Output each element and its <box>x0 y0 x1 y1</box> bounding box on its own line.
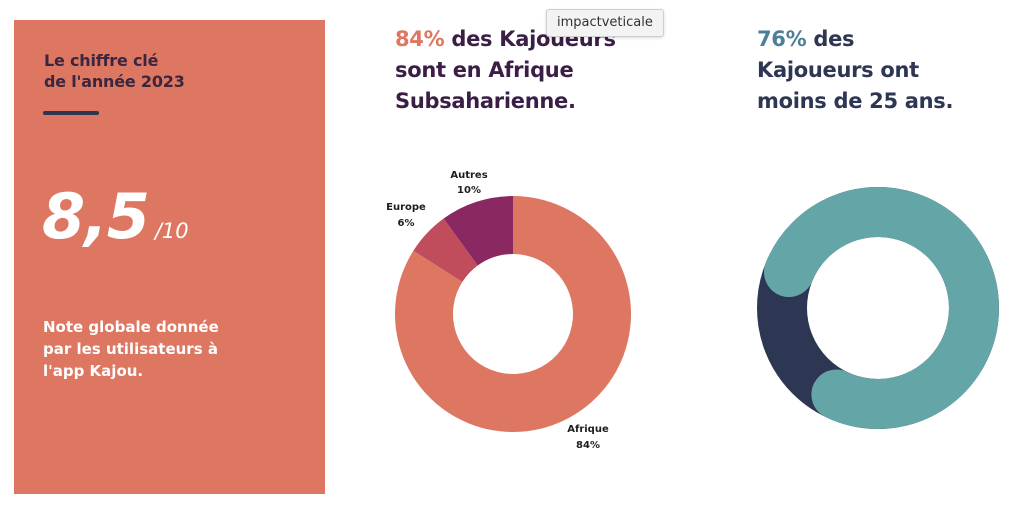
tooltip: impactveticale <box>546 9 664 37</box>
key-figure-title-line1: Le chiffre clé <box>44 51 159 70</box>
slice-autres <box>443 196 513 266</box>
age-headline-pct: 76% <box>757 27 807 51</box>
score-value: 8,5 <box>42 180 150 253</box>
slice-label-europe: Europe <box>386 202 426 213</box>
age-headline: 76% des Kajoueurs ont moins de 25 ans. <box>757 24 953 117</box>
key-figure-card: Le chiffre clé de l'année 2023 8,5/10 No… <box>14 20 325 494</box>
slice-value-autres: 10% <box>457 185 481 196</box>
score-denominator: /10 <box>154 219 189 243</box>
score: 8,5/10 <box>42 172 189 262</box>
score-caption-line3: l'app Kajou. <box>43 362 144 380</box>
africa-headline-text3: Subsaharienne. <box>395 89 576 113</box>
score-caption: Note globale donnée par les utilisateurs… <box>43 316 303 382</box>
age-headline-text3: moins de 25 ans. <box>757 89 954 113</box>
title-underline <box>43 111 99 115</box>
score-caption-line1: Note globale donnée <box>43 318 219 336</box>
region-donut-chart: Afrique 84% Europe 6% Autres 10% <box>386 170 631 451</box>
age-headline-text2: Kajoueurs ont <box>757 58 919 82</box>
africa-headline-pct: 84% <box>395 27 445 51</box>
slice-europe <box>413 218 478 282</box>
slice-afrique <box>395 196 631 432</box>
slice-main <box>757 187 999 429</box>
key-figure-title-line2: de l'année 2023 <box>44 72 185 91</box>
slice-label-autres: Autres <box>450 170 487 181</box>
key-figure-title: Le chiffre clé de l'année 2023 <box>44 50 185 92</box>
slice-label-afrique: Afrique <box>567 424 609 435</box>
score-caption-line2: par les utilisateurs à <box>43 340 218 358</box>
age-headline-text1: des <box>806 27 855 51</box>
slice-value-afrique: 84% <box>576 440 600 451</box>
africa-headline: 84% des Kajoueurs sont en Afrique Subsah… <box>395 24 616 117</box>
africa-headline-text2: sont en Afrique <box>395 58 574 82</box>
age-donut-chart <box>757 187 999 429</box>
slice-value-europe: 6% <box>398 218 415 229</box>
